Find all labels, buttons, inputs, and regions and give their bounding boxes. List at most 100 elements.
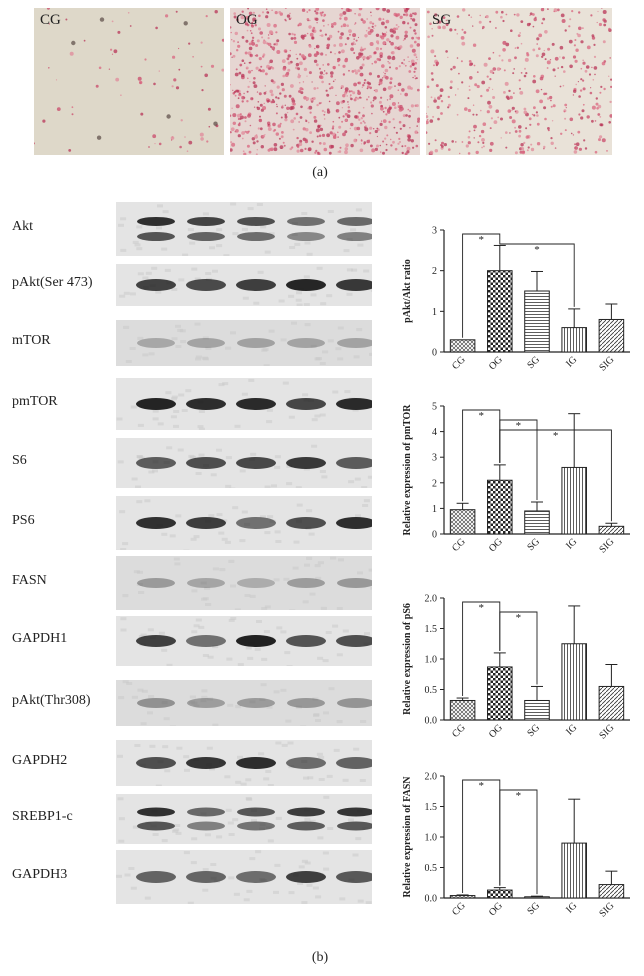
significance-bracket	[462, 779, 501, 893]
bar	[449, 509, 476, 535]
blot-band	[336, 635, 372, 647]
significance-star: *	[478, 602, 484, 614]
blot-band	[236, 635, 276, 647]
blot-band	[286, 871, 326, 883]
blot-band	[187, 698, 225, 708]
y-axis-label: Relative expression of pmTOR	[402, 404, 413, 536]
western-blot-strip	[116, 202, 372, 256]
blot-band	[287, 578, 325, 588]
blot-band	[287, 232, 325, 242]
blot-band	[287, 698, 325, 708]
western-blot-strip	[116, 740, 372, 786]
bar	[524, 510, 550, 535]
blot-band	[286, 517, 326, 529]
bar-chart: Relative expression of pS6 0.0 0.5 1.0 1.5 2.…	[402, 594, 630, 742]
blot-band	[236, 871, 276, 883]
blot-band	[187, 807, 225, 817]
bar	[598, 685, 625, 721]
bar	[524, 290, 550, 353]
y-tick-label: 4	[432, 427, 437, 438]
x-tick-label: SG	[525, 536, 542, 553]
significance-star: *	[516, 612, 522, 624]
image-label-cg: CG	[40, 12, 61, 28]
y-tick-label: 3	[432, 226, 437, 237]
x-tick-label: SG	[525, 900, 542, 917]
y-tick-label: 0.0	[425, 894, 438, 905]
y-axis-label: Relative expression of FASN	[402, 776, 413, 898]
panel-b-caption: (b)	[311, 950, 329, 965]
blot-band	[336, 517, 372, 529]
significance-star: *	[516, 790, 522, 802]
blot-band	[186, 757, 226, 769]
blot-band	[186, 635, 226, 647]
x-tick-label: SIG	[597, 900, 616, 919]
significance-star: *	[478, 410, 484, 422]
panel-b: Akt pAkt(Ser 473) mTOR pmTOR S6 PS6 FASN GAPDH1…	[0, 190, 644, 976]
blot-label: S6	[12, 453, 27, 468]
y-axis-label: pAkt/Akt ratio	[402, 259, 413, 323]
western-blot-strip	[116, 496, 372, 550]
significance-star: *	[553, 430, 559, 442]
western-blot-strip	[116, 320, 372, 366]
blot-label: pAkt(Ser 473)	[12, 275, 93, 290]
blot-band	[137, 807, 175, 817]
blot-band	[136, 457, 176, 469]
blot-band	[187, 216, 225, 226]
x-tick-label: SG	[525, 354, 542, 371]
y-tick-label: 1.5	[425, 802, 438, 813]
x-tick-label: IG	[564, 354, 579, 369]
bar	[598, 884, 625, 899]
blot-label: pAkt(Thr308)	[12, 693, 91, 708]
blot-band	[287, 338, 325, 348]
blot-band	[137, 216, 175, 226]
blot-band	[137, 698, 175, 708]
blot-label: Akt	[12, 219, 33, 234]
y-tick-label: 1	[432, 307, 437, 318]
bar	[449, 339, 476, 353]
blot-band	[137, 821, 175, 831]
western-blot-strip	[116, 556, 372, 610]
blot-band	[237, 821, 275, 831]
bar	[561, 643, 587, 721]
blot-band	[237, 578, 275, 588]
blot-band	[137, 232, 175, 242]
oil-red-stain-image	[426, 8, 612, 155]
y-tick-label: 0	[432, 530, 437, 541]
oil-red-stain-image	[230, 8, 420, 155]
x-tick-label: SIG	[597, 722, 616, 741]
blot-band	[337, 338, 372, 348]
y-tick-label: 5	[432, 402, 437, 413]
blot-band	[187, 338, 225, 348]
y-tick-label: 2.0	[425, 772, 438, 783]
blot-band	[137, 578, 175, 588]
y-tick-label: 0.5	[425, 685, 438, 696]
blot-band	[286, 635, 326, 647]
x-tick-label: CG	[450, 722, 468, 740]
x-tick-label: IG	[564, 722, 579, 737]
bar	[598, 318, 625, 353]
blot-band	[337, 807, 372, 817]
y-tick-label: 1	[432, 504, 437, 515]
x-tick-label: OG	[487, 722, 505, 740]
blot-band	[336, 279, 372, 291]
blot-label: GAPDH1	[12, 631, 68, 646]
western-blot-strip	[116, 850, 372, 904]
y-tick-label: 1.0	[425, 833, 438, 844]
blot-band	[337, 698, 372, 708]
blot-label: FASN	[12, 573, 47, 588]
blot-band	[336, 398, 372, 410]
bar	[449, 699, 476, 721]
blot-band	[136, 398, 176, 410]
blot-label: SREBP1-c	[12, 809, 73, 824]
y-tick-label: 1.5	[425, 624, 438, 635]
blot-label: PS6	[12, 513, 35, 528]
image-label-sg: SG	[432, 12, 452, 28]
blot-band	[237, 698, 275, 708]
bar	[487, 889, 513, 899]
significance-bracket	[462, 233, 501, 338]
oil-red-stain-image	[34, 8, 224, 155]
image-label-og: OG	[236, 12, 258, 28]
blot-band	[286, 398, 326, 410]
y-tick-label: 3	[432, 453, 437, 464]
blot-band	[136, 517, 176, 529]
